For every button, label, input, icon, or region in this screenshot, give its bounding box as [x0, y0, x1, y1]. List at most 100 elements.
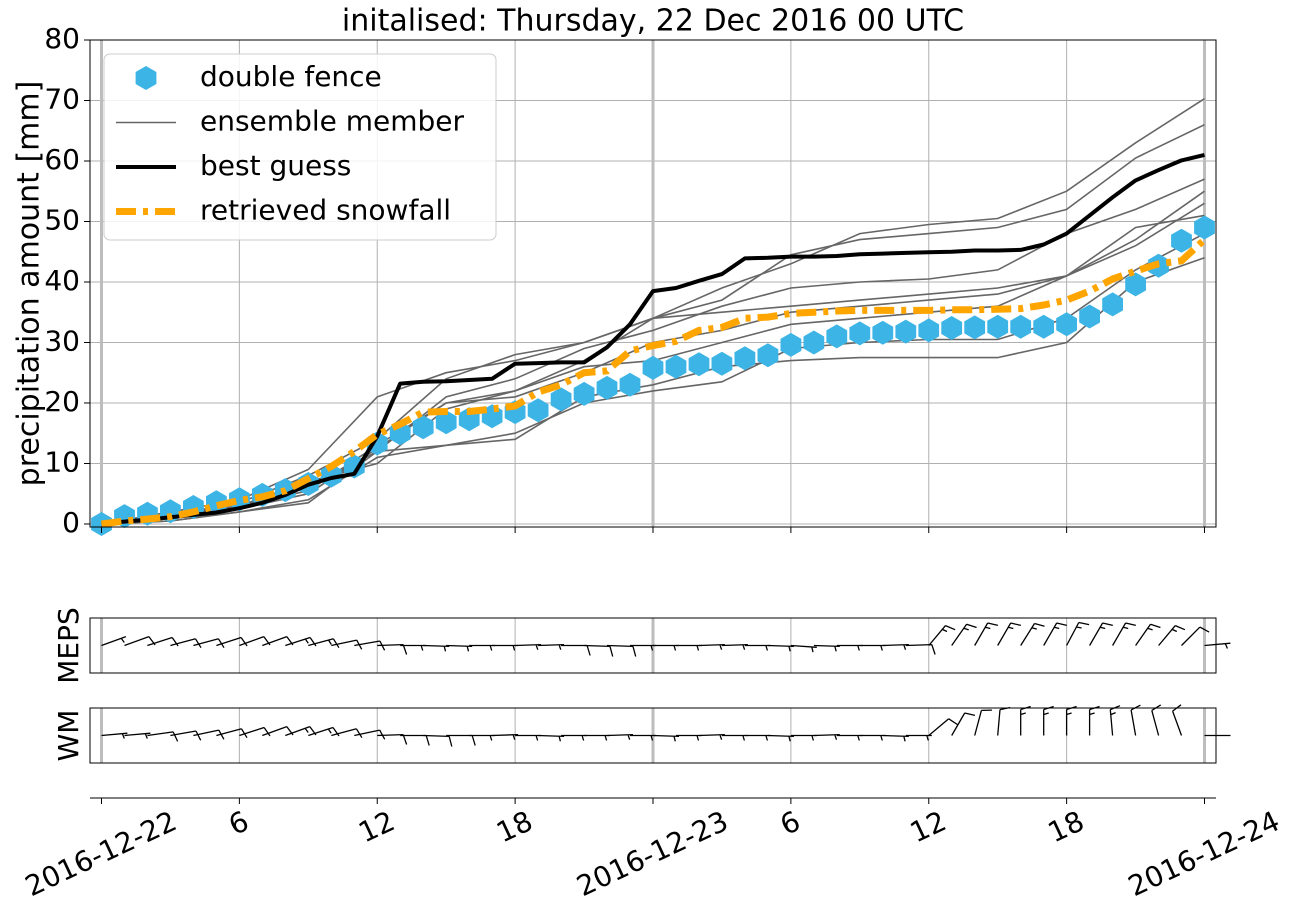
wind-barb [147, 636, 179, 647]
wind-barb [905, 643, 936, 655]
wind-barb [377, 733, 408, 745]
frames-layer [84, 39, 1217, 804]
ensemble-line [101, 257, 1205, 525]
legend-label: ensemble member [200, 105, 465, 138]
panel-label: MEPS [52, 607, 85, 684]
data-point [596, 375, 618, 400]
wind-barb [653, 644, 679, 651]
wind-barb [676, 644, 702, 651]
wind-barb [790, 734, 817, 741]
wind-barb [561, 644, 591, 656]
wind-barb [515, 734, 542, 741]
legend-label: best guess [200, 149, 351, 182]
data-point [941, 316, 963, 340]
data-point [412, 415, 434, 440]
wind-barb [836, 734, 863, 741]
wind-barb [1066, 621, 1090, 646]
wind-barb [216, 636, 248, 647]
wind-barb [423, 644, 450, 652]
data-point [527, 398, 549, 423]
wind-barb [124, 732, 151, 739]
wind-barb [1020, 622, 1045, 646]
y-tick-label: 0 [62, 506, 80, 539]
wind-barb [928, 625, 956, 646]
data-point [642, 355, 664, 380]
wind-barb [744, 644, 771, 651]
data-point [665, 354, 687, 379]
wind-barb [836, 644, 863, 651]
wind-barb [813, 733, 840, 740]
data-point [435, 410, 457, 435]
data-point [711, 351, 733, 376]
marks-layer [91, 98, 1231, 747]
y-tick-label: 70 [44, 82, 80, 115]
wind-barb [698, 733, 725, 740]
wind-barb [974, 622, 999, 646]
data-point [872, 320, 894, 345]
wind-barb [974, 709, 992, 736]
data-point [826, 324, 848, 349]
wind-barb [698, 643, 725, 650]
wind-barb [882, 643, 909, 650]
wind-barb [170, 638, 202, 649]
wind-barb [1043, 622, 1067, 646]
data-point [1171, 228, 1192, 253]
chart-title: initalised: Thursday, 22 Dec 2016 00 UTC [342, 4, 964, 39]
wind-barb [905, 734, 932, 741]
series-line [101, 152, 1205, 526]
wind-barb [377, 643, 408, 655]
data-point [780, 332, 802, 357]
wind-barb [446, 644, 473, 652]
wind-barb [469, 644, 496, 651]
wind-barb [1135, 623, 1161, 646]
panel-frame [89, 707, 1217, 764]
wind-barb [239, 726, 271, 737]
wind-barb [423, 734, 453, 747]
y-axis-label: precipitation amount [mm] [12, 81, 47, 487]
data-point [849, 321, 871, 346]
data-point [619, 372, 641, 397]
wind-barb [285, 636, 317, 647]
wind-barb [492, 644, 519, 651]
wind-barb [652, 734, 680, 742]
legend-box [103, 53, 497, 241]
wind-barb [630, 644, 656, 651]
data-point [1102, 292, 1123, 317]
wind-barb [584, 734, 611, 741]
wind-barb [790, 644, 817, 653]
wind-barb [1181, 626, 1210, 646]
wind-barb [767, 644, 794, 652]
data-point [803, 330, 825, 355]
wind-barb [170, 730, 202, 741]
wind-barb [1112, 622, 1136, 646]
wind-barb [308, 726, 340, 737]
data-point [1125, 272, 1146, 297]
data-point [550, 387, 572, 412]
data-point [964, 315, 986, 340]
y-tick-label: 40 [44, 264, 80, 297]
wind-barb [676, 734, 702, 741]
wind-barb [515, 643, 542, 650]
data-point [1194, 215, 1215, 240]
wind-barb [882, 734, 909, 742]
plot-frame [89, 39, 1217, 528]
wind-barb [928, 718, 958, 736]
data-point [1010, 314, 1032, 339]
wind-barb [538, 643, 565, 650]
data-point [987, 314, 1009, 339]
wind-barb [951, 623, 977, 646]
wind-barb [469, 734, 496, 741]
wind-barb [997, 622, 1022, 646]
y-tick-label: 20 [44, 385, 80, 418]
data-point [757, 343, 779, 368]
wind-barb [630, 734, 656, 741]
wind-barb [1089, 622, 1113, 646]
wind-barb [400, 734, 430, 746]
data-point [1056, 312, 1077, 337]
wind-barb [308, 638, 340, 649]
wind-barb [1204, 642, 1231, 649]
wind-barb [859, 644, 886, 651]
wind-barb [147, 731, 179, 742]
